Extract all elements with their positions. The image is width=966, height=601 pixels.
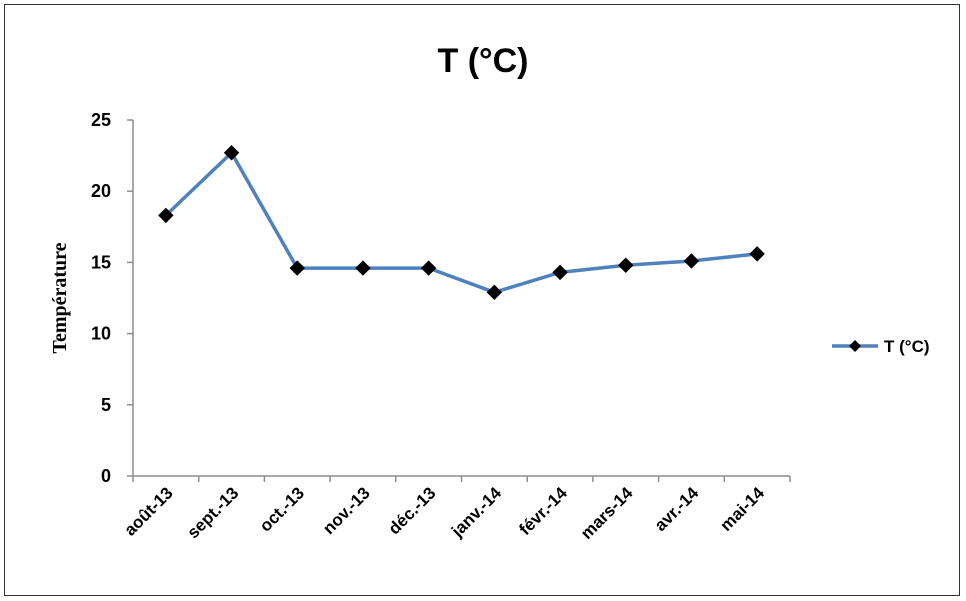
x-tick-label: mai-14 [716,483,768,535]
x-axis-ticks: août-13 sept.-13 oct.-13 nov.-13 déc.-13 janv… [120,476,791,543]
series-line [164,151,758,295]
data-point-marker [749,246,765,262]
x-tick-label: avr.-14 [651,483,703,535]
legend-label: T (°C) [884,337,930,356]
x-tick-label: déc.-13 [385,483,440,538]
data-point-marker [552,264,568,281]
data-point-marker [355,260,371,276]
x-tick-label: sept.-13 [184,483,243,542]
data-point-marker [420,260,437,276]
data-point-marker [158,207,174,224]
y-tick-label: 0 [101,466,111,486]
x-tick-label: févr.-14 [515,483,571,539]
chart-frame [4,4,960,596]
y-axis-ticks: 0 5 10 15 20 25 [91,110,133,486]
y-tick-label: 15 [91,252,111,272]
data-point-marker [683,253,700,269]
legend-marker [849,340,861,352]
x-tick-label: nov.-13 [319,483,374,538]
axes [132,120,790,477]
data-point-marker [486,284,503,301]
y-tick-label: 25 [91,110,111,130]
legend: T (°C) [832,337,930,356]
series-layer [158,145,765,301]
x-tick-label: oct.-13 [256,483,308,535]
y-tick-label: 10 [91,324,111,344]
chart-title: T (°C) [437,42,528,80]
data-point-marker [223,145,240,161]
x-tick-label: mars-14 [577,483,637,543]
data-point-marker [618,257,634,273]
x-tick-label: janv.-14 [447,483,505,541]
y-tick-label: 5 [101,395,111,415]
data-point-marker [289,260,305,276]
x-tick-label: août-13 [120,483,176,539]
y-axis-label: Température [49,242,71,353]
y-tick-label: 20 [91,181,111,201]
